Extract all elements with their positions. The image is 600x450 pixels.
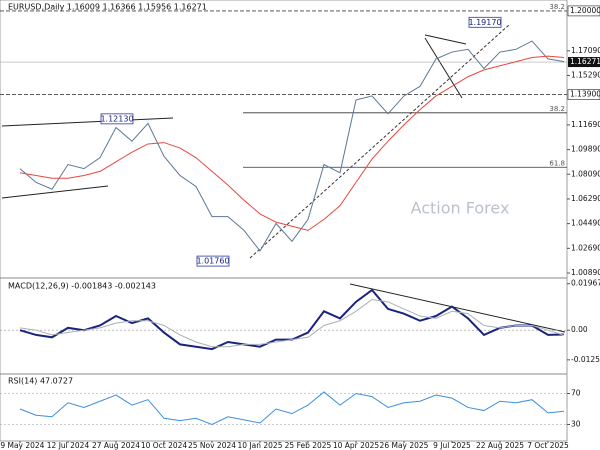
- fib-label: 38.2: [549, 105, 565, 113]
- y-tick-label: 30: [571, 420, 581, 429]
- y-tick-label: -0.012552: [571, 355, 600, 364]
- annotation-label: 1.01760: [196, 257, 229, 266]
- last-price-label: 1.16271: [570, 57, 600, 66]
- x-tick-label: 10 Apr 2025: [333, 441, 380, 450]
- y-tick-label: 1.15290: [571, 71, 600, 80]
- annotation-label: 1.12130: [100, 114, 133, 123]
- y-tick-label: 70: [571, 389, 581, 398]
- trend-line: [349, 283, 566, 333]
- fib-label: 61.8: [549, 159, 565, 167]
- trend-line: [424, 37, 463, 99]
- x-tick-label: 25 Feb 2025: [285, 441, 332, 450]
- y-tick-label: 1.02690: [571, 243, 600, 252]
- y-tick-label: 0.00: [571, 325, 588, 334]
- annotation-box: [196, 255, 230, 267]
- x-tick-label: 10 Jan 2025: [238, 441, 283, 450]
- x-tick-label: 26 May 2025: [380, 441, 429, 450]
- y-tick-label: 1.08090: [571, 169, 600, 178]
- rsi-title: RSI(14) 47.0727: [8, 377, 73, 386]
- annotation-box: [468, 16, 502, 28]
- series-line: [19, 391, 565, 426]
- fib-label: 38.2: [549, 3, 565, 11]
- level-box: [567, 89, 600, 100]
- y-tick-label: 1.06290: [571, 194, 600, 203]
- annotation-label: 1.19170: [468, 18, 501, 27]
- last-price-box: [568, 57, 600, 68]
- macd-title: MACD(12,26,9) -0.001843 -0.002143: [8, 282, 156, 291]
- level-label: 1.13900: [570, 90, 600, 99]
- y-tick-label: 1.00890: [571, 268, 600, 277]
- frame: [0, 0, 568, 442]
- trend-line: [424, 34, 467, 45]
- y-tick-label: 1.09890: [571, 145, 600, 154]
- series-line: [19, 288, 565, 351]
- x-tick-label: 29 May 2024: [0, 441, 45, 450]
- trend-line: [1, 117, 174, 127]
- x-tick-label: 22 Aug 2025: [476, 441, 524, 450]
- x-tick-label: 12 Jul 2024: [47, 441, 90, 450]
- y-tick-label: 1.11690: [571, 120, 600, 129]
- annotation-box: [100, 113, 134, 125]
- series-line: [19, 298, 565, 348]
- series-line: [19, 40, 565, 252]
- watermark: Action Forex: [411, 199, 510, 218]
- main-title: EURUSD,Daily 1.16009 1.16366 1.15956 1.1…: [8, 3, 207, 12]
- x-tick-label: 10 Oct 2024: [141, 441, 188, 450]
- y-tick-label: 0.019679: [571, 279, 600, 288]
- x-tick-label: 7 Oct 2025: [527, 441, 569, 450]
- trend-line: [1, 185, 109, 199]
- y-tick-label: 1.17090: [571, 46, 600, 55]
- x-tick-label: 9 Jul 2025: [433, 441, 471, 450]
- level-label: 1.20000: [570, 6, 600, 15]
- y-tick-label: 1.04490: [571, 219, 600, 228]
- series-line: [19, 55, 565, 231]
- x-tick-label: 25 Nov 2024: [188, 441, 236, 450]
- trend-line: [249, 23, 511, 259]
- level-box: [567, 5, 600, 17]
- x-tick-label: 27 Aug 2024: [92, 441, 140, 450]
